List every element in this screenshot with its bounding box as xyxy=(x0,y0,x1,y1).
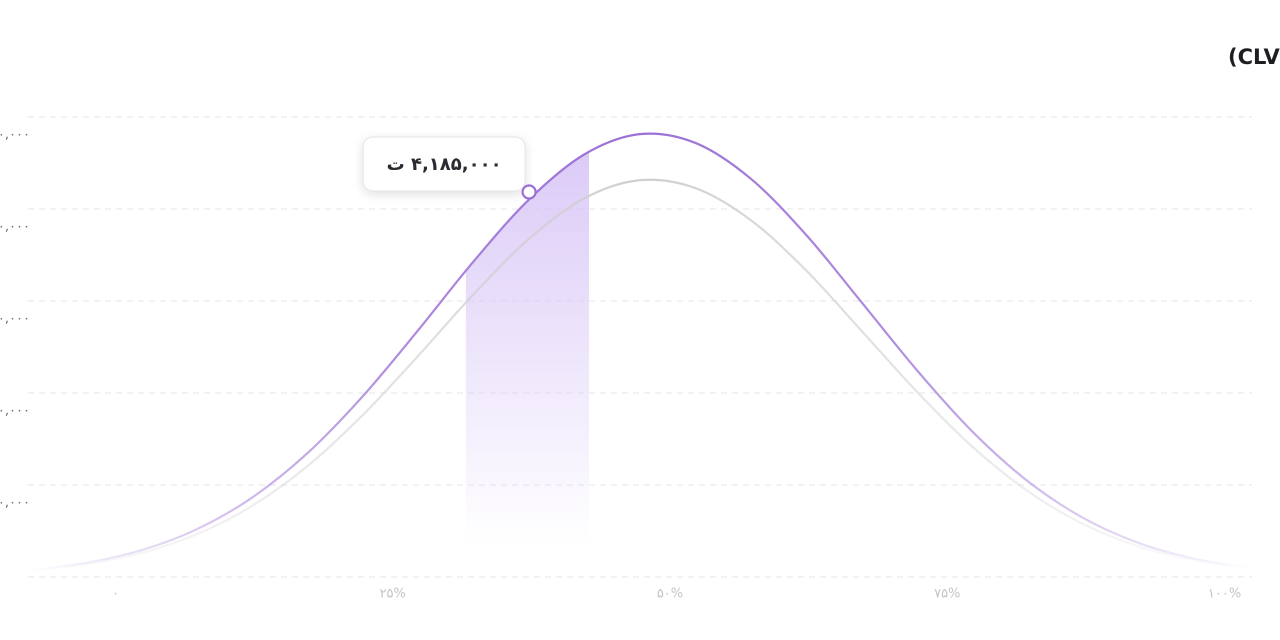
x-tick-label: ۰ xyxy=(112,587,119,602)
y-tick-label: ۲,۰۰۰,۰۰۰ ت xyxy=(0,404,30,419)
series-line xyxy=(29,132,1251,572)
y-tick-label: ۱,۰۰۰,۰۰۰ ت xyxy=(0,496,30,511)
tooltip-box xyxy=(362,136,526,192)
chart-title: ارزش طول عمر مشتری (CLV) xyxy=(1228,45,1280,69)
tooltip-label: ۴,۱۸۵,۰۰۰ ت xyxy=(387,154,502,175)
y-tick-label: ۴,۰۰۰,۰۰۰ ت xyxy=(0,220,30,235)
x-tick-label: ۲۵% xyxy=(380,587,406,602)
x-tick-label: ۱۰۰% xyxy=(1208,587,1241,602)
series-line xyxy=(29,178,1251,572)
y-tick-label: ۵,۰۰۰,۰۰۰ ت xyxy=(0,128,30,143)
tooltip-point xyxy=(521,184,537,200)
y-tick-label: ۳,۰۰۰,۰۰۰ ت xyxy=(0,312,30,327)
x-tick-label: ۵۰% xyxy=(657,587,683,602)
tooltip: ۴,۱۸۵,۰۰۰ ت xyxy=(362,136,526,192)
x-tick-label: ۷۵% xyxy=(934,587,960,602)
